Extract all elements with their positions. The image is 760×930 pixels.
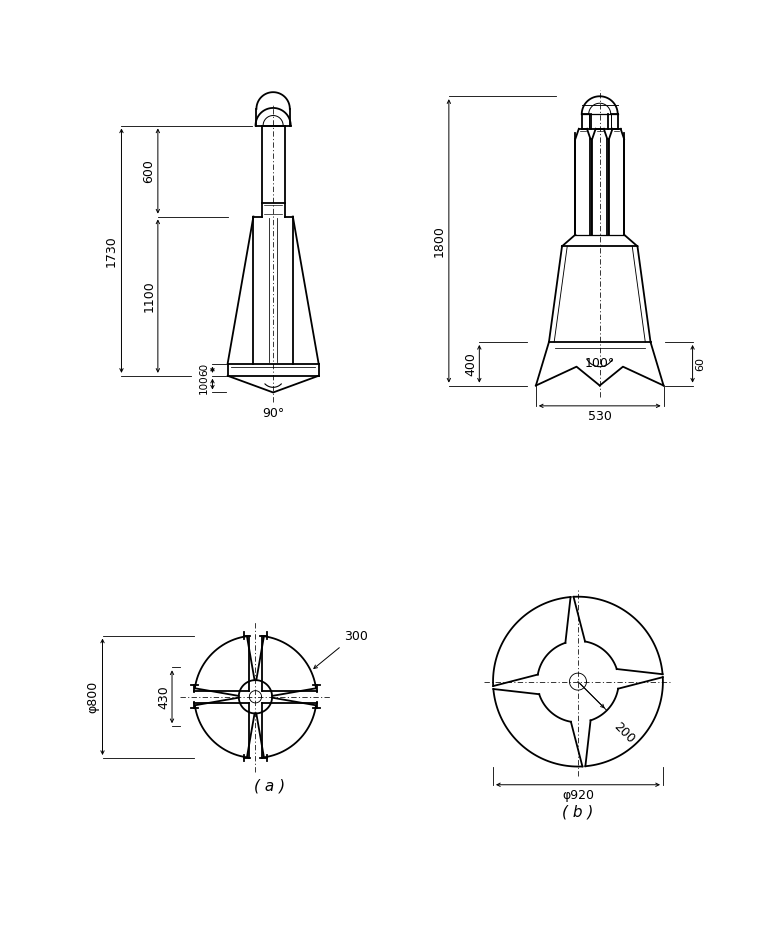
- Text: 100: 100: [199, 374, 209, 394]
- Text: 1730: 1730: [104, 234, 117, 267]
- Text: 60: 60: [695, 357, 705, 371]
- Text: ( a ): ( a ): [254, 778, 285, 793]
- Text: 600: 600: [142, 159, 155, 183]
- Text: 530: 530: [587, 410, 612, 423]
- Text: φ800: φ800: [87, 681, 100, 713]
- Text: 430: 430: [157, 684, 170, 709]
- Text: 300: 300: [344, 631, 368, 644]
- Text: 60: 60: [199, 363, 209, 377]
- Text: 1100: 1100: [142, 280, 155, 312]
- Text: φ920: φ920: [562, 790, 594, 803]
- Text: 100°: 100°: [584, 356, 615, 369]
- Text: 1800: 1800: [432, 225, 445, 257]
- Text: 90°: 90°: [262, 407, 284, 420]
- Text: 200: 200: [611, 720, 638, 746]
- Text: 400: 400: [464, 352, 477, 376]
- Text: ( b ): ( b ): [562, 804, 594, 819]
